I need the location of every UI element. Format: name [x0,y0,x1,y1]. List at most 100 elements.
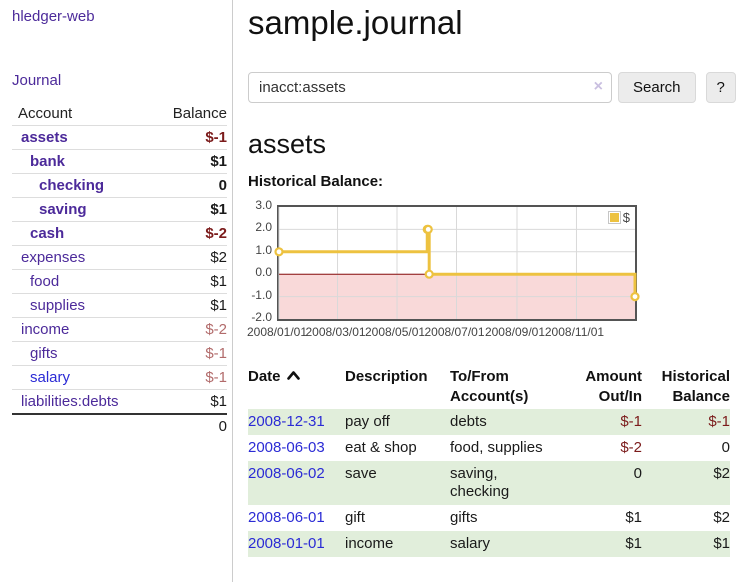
chart-heading: Historical Balance: [248,173,384,190]
x-tick-label: 2008/03/01 [305,325,366,339]
app-title-link[interactable]: hledger-web [12,8,95,25]
chart-plot[interactable]: $ [274,205,640,321]
search-row: × Search ? [248,72,736,103]
account-balance: $1 [210,201,227,218]
account-row: liabilities:debts $1 [12,390,227,415]
search-input[interactable] [248,72,612,103]
account-link[interactable]: salary [30,369,71,386]
search-box: × [248,72,612,103]
sort-asc-icon [286,371,300,380]
register-header-label: To/From Account(s) [450,368,529,405]
register-header-label: Description [345,368,428,385]
account-cell: income [12,318,154,342]
account-balance: $1 [210,153,227,170]
transaction-amount: $-2 [620,439,642,456]
account-cell: food [12,270,154,294]
chart-y-axis: 3.0 2.0 1.0 0.0 -1.0 -2.0 [248,198,272,324]
account-row: saving $1 [12,198,227,222]
transaction-description: gift [345,509,366,526]
account-cell: liabilities:debts [12,390,154,415]
transaction-accounts: food, supplies [450,439,543,456]
accounts-header-balance: Balance [172,105,227,122]
x-tick-label: 2008/07/01 [424,325,485,339]
accounts-table: Account Balance assets $-1 bank $1 checking 0… [12,102,227,438]
account-link[interactable]: food [30,273,60,290]
register-row: 2008-12-31 pay off debts $-1 $-1 [248,409,730,435]
account-balance: $2 [210,249,227,266]
register-header-label: Historical Balance [661,368,730,405]
account-link[interactable]: liabilities:debts [21,393,119,410]
account-row: cash $-2 [12,222,227,246]
account-link[interactable]: assets [21,129,68,146]
account-link[interactable]: bank [30,153,66,170]
transaction-date-link[interactable]: 2008-06-01 [248,509,325,526]
account-link[interactable]: income [21,321,70,338]
account-link[interactable]: cash [30,225,65,242]
transaction-date-link[interactable]: 2008-12-31 [248,413,325,430]
legend-swatch [607,211,621,224]
transaction-amount: $-1 [620,413,642,430]
account-row: assets $-1 [12,126,227,150]
register-header-balance: Historical Balance [642,365,730,409]
main-content: sample.journal × Search ? assets Histori… [247,0,736,557]
account-balance: $-1 [205,129,227,146]
y-tick-label: -2.0 [251,310,272,324]
y-tick-label: 0.0 [255,265,272,280]
register-header-accounts: To/From Account(s) [450,365,580,409]
account-row: expenses $2 [12,246,227,270]
transaction-amount: 0 [633,465,642,482]
transaction-date-link[interactable]: 2008-01-01 [248,535,325,552]
accounts-total-row: 0 [12,414,227,438]
account-row: food $1 [12,270,227,294]
chart-x-axis: 2008/01/01 2008/03/01 2008/05/01 2008/07/01… [247,325,734,341]
account-cell: saving [12,198,154,222]
transaction-accounts: saving, checking [450,465,510,500]
account-balance: 0 [218,177,227,194]
transaction-date-link[interactable]: 2008-06-03 [248,439,325,456]
accounts-header-account: Account [18,105,73,122]
x-tick-label: 2008/11/01 [544,325,605,339]
y-tick-label: 1.0 [255,242,272,257]
account-link[interactable]: supplies [30,297,86,314]
x-tick-label: 2008/05/01 [364,325,426,339]
account-balance: $-1 [205,345,227,362]
transaction-balance: 0 [721,439,730,456]
account-heading: assets [248,129,327,159]
transaction-date-cell: 2008-01-01 [248,531,345,557]
register-row: 2008-06-03 eat & shop food, supplies $-2 0 [248,435,730,461]
clear-search-icon[interactable]: × [593,78,603,95]
account-cell: gifts [12,342,154,366]
sidebar-item-journal[interactable]: Journal [12,72,62,89]
transaction-description: pay off [345,413,390,430]
account-link[interactable]: gifts [30,345,58,362]
register-header-label: Amount Out/In [585,368,642,405]
accounts-header-row: Account Balance [12,102,227,126]
account-row: checking 0 [12,174,227,198]
transaction-description: income [345,535,394,552]
account-balance: $-1 [205,369,227,386]
search-button[interactable]: Search [618,72,696,103]
account-row: bank $1 [12,150,227,174]
help-button[interactable]: ? [705,72,736,103]
account-balance: $1 [210,273,227,290]
account-cell: bank [12,150,154,174]
transaction-date-cell: 2008-06-01 [248,505,345,531]
register-row: 2008-06-02 save saving, checking 0 $2 [248,461,730,505]
accounts-rows: assets $-1 bank $1 checking 0 saving $1 cash $-2 e… [12,126,227,415]
account-link[interactable]: expenses [21,249,86,266]
account-balance: $1 [210,297,227,314]
account-balance: $-2 [205,225,227,242]
account-row: gifts $-1 [12,342,227,366]
chart-canvas [274,207,640,319]
account-link[interactable]: saving [39,201,87,218]
account-link[interactable]: checking [39,177,105,194]
y-tick-label: -1.0 [251,287,272,302]
transaction-description: eat & shop [345,439,417,456]
account-cell: cash [12,222,154,246]
register-header-date[interactable]: Date [248,365,345,409]
transaction-date-cell: 2008-06-02 [248,461,345,505]
transaction-date-link[interactable]: 2008-06-02 [248,465,325,482]
account-cell: supplies [12,294,154,318]
register-header-amount: Amount Out/In [580,365,642,409]
transaction-amount: $1 [625,509,642,526]
